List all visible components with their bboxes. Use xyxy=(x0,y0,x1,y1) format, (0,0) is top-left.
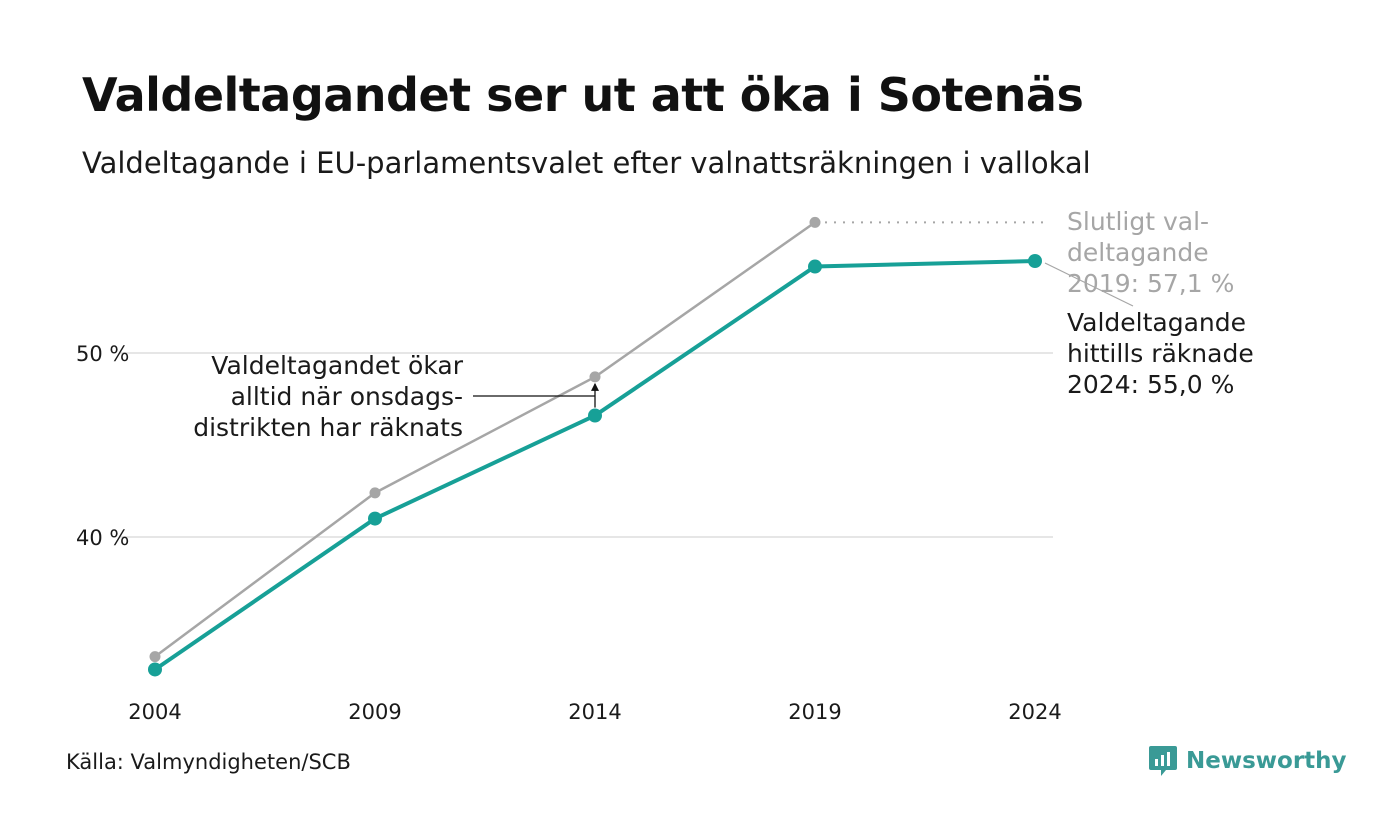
data-point-final xyxy=(809,216,821,228)
x-tick-label: 2024 xyxy=(1008,700,1061,724)
annotation-leader xyxy=(1044,262,1134,307)
annotation-note-line: Valdeltagandet ökar xyxy=(211,351,463,380)
brand-logo: Newsworthy xyxy=(1148,744,1347,778)
x-tick-label: 2019 xyxy=(788,700,841,724)
brand-name: Newsworthy xyxy=(1186,748,1347,774)
x-tick-label: 2009 xyxy=(348,700,401,724)
data-point-current xyxy=(368,511,382,526)
annotation-final-line: deltagande xyxy=(1067,238,1209,267)
data-point-current xyxy=(148,662,162,677)
data-point-current xyxy=(1028,254,1042,268)
x-tick-label: 2014 xyxy=(568,700,621,724)
newsworthy-logo-icon xyxy=(1149,746,1177,776)
source-note: Källa: Valmyndigheten/SCB xyxy=(66,750,351,774)
annotation-note-line: distrikten har räknats xyxy=(193,413,463,442)
chart-title: Valdeltagandet ser ut att öka i Sotenäs xyxy=(82,68,1084,122)
annotation-final-line: Slutligt val- xyxy=(1067,207,1209,236)
annotation-final-line: 2019: 57,1 % xyxy=(1067,269,1234,298)
annotation-current-line: Valdeltagande xyxy=(1067,308,1246,337)
y-tick-label: 40 % xyxy=(76,526,129,550)
data-point-final xyxy=(369,487,381,499)
x-tick-label: 2004 xyxy=(128,700,181,724)
data-point-final xyxy=(589,371,601,383)
annotation-current-line: hittills räknade xyxy=(1067,339,1254,368)
chart-subtitle: Valdeltagande i EU-parlamentsvalet efter… xyxy=(82,146,1091,180)
data-point-current xyxy=(808,259,822,274)
series-line-final xyxy=(154,221,816,658)
series-line-current xyxy=(153,259,1036,672)
data-point-final xyxy=(149,651,161,663)
data-point-current xyxy=(588,408,602,423)
y-tick-label: 50 % xyxy=(76,342,129,366)
annotation-note-line: alltid när onsdags- xyxy=(231,382,463,411)
annotation-current-line: 2024: 55,0 % xyxy=(1067,370,1234,399)
line-chart: 40 % 50 % 2004 2009 2014 2019 2024 Slutligt val… xyxy=(76,207,1254,724)
annotation-arrow-head xyxy=(591,382,599,391)
